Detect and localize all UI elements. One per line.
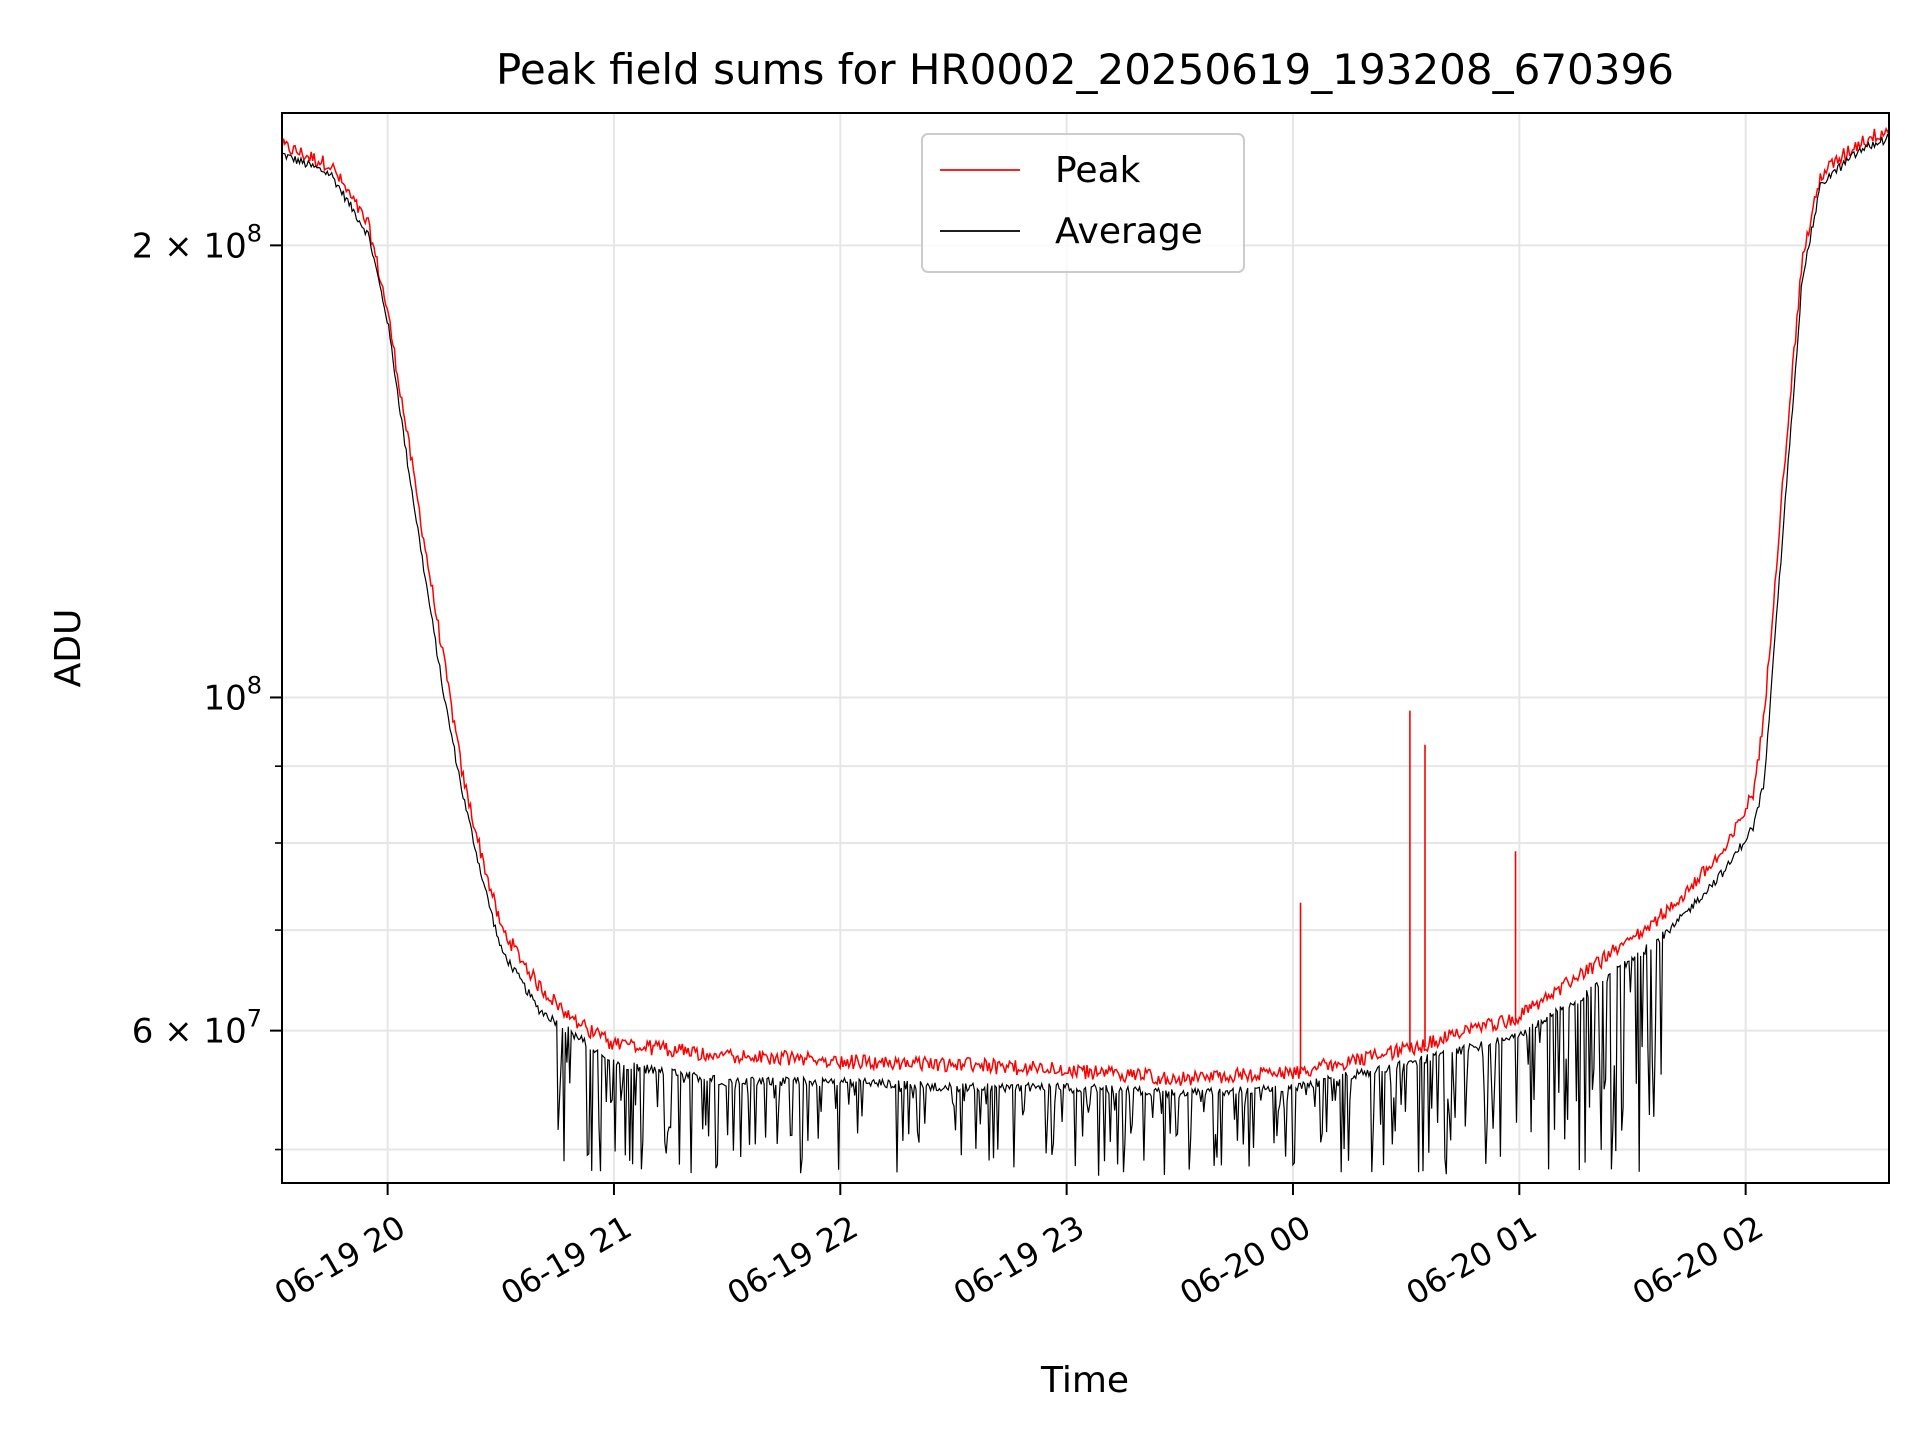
y-tick-base: 10: [203, 1012, 246, 1052]
y-tick-exponent: 8: [247, 671, 262, 699]
y-tick-base: 10: [203, 678, 246, 718]
legend-box: [921, 133, 1245, 273]
series-layer: [282, 126, 1889, 1176]
y-tick-exponent: 7: [247, 1005, 262, 1033]
series-line-peak: [282, 126, 1889, 1086]
plot-frame: [281, 112, 1890, 1184]
y-tick-label: 2 × 108: [132, 219, 262, 266]
y-tick-mantissa: 2 ×: [132, 226, 204, 266]
series-line-average: [282, 133, 1889, 1176]
y-tick-label: 6 × 107: [132, 1005, 262, 1052]
legend: Peak Average: [921, 133, 1245, 273]
legend-label-average: Average: [1055, 211, 1203, 252]
y-tick-exponent: 8: [247, 219, 262, 247]
y-tick-mantissa: 6 ×: [132, 1012, 204, 1052]
y-axis-label: ADU: [48, 609, 89, 688]
legend-label-peak: Peak: [1055, 150, 1141, 191]
y-tick-base: 10: [203, 226, 246, 266]
chart-title: Peak field sums for HR0002_20250619_1932…: [496, 45, 1674, 94]
x-axis-label: Time: [1040, 1360, 1129, 1401]
y-tick-label: 108: [203, 671, 262, 718]
